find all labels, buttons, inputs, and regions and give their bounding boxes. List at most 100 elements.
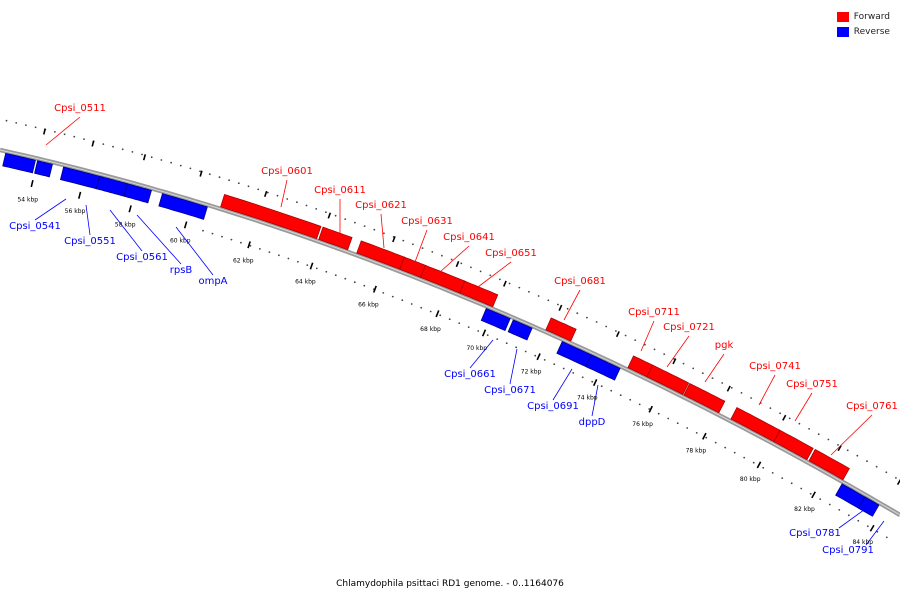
track-dot (325, 211, 327, 214)
gene-label: Cpsi_0651 (485, 248, 537, 259)
label-leader-line (477, 261, 512, 288)
tick-mark (648, 405, 654, 413)
gene-label: Cpsi_0621 (355, 200, 407, 211)
track-dot (287, 257, 290, 260)
track-dot (150, 156, 153, 159)
track-dot (518, 286, 521, 289)
track-dot (278, 254, 280, 257)
track-dot (15, 122, 18, 124)
track-dot (610, 389, 613, 392)
gene-label: Cpsi_0691 (527, 401, 579, 412)
track-dot (477, 330, 480, 332)
track-dot (648, 408, 651, 410)
label-leader-line (175, 226, 214, 276)
track-dot (237, 182, 240, 185)
track-dot (102, 143, 105, 146)
gene-label: Cpsi_0601 (261, 166, 313, 177)
backbone-highlight (0, 149, 900, 516)
track-dot (743, 456, 746, 459)
tick-label: 78 kbp (686, 448, 707, 455)
track-dot (547, 299, 550, 302)
tick-label: 54 kbp (17, 197, 38, 204)
tick-mark-top (558, 304, 563, 311)
track-dot (595, 321, 598, 323)
gene-labels: Cpsi_0511 Cpsi_0541Cpsi_0551Cpsi_0561rpsB… (9, 103, 898, 556)
track-dot (769, 407, 772, 409)
track-dot (230, 238, 233, 241)
track-dot (421, 247, 424, 250)
gene-block (123, 183, 152, 204)
tick-mark-top (837, 445, 842, 452)
label-leader-line (469, 339, 494, 369)
track-dot (25, 124, 27, 126)
label-leader-line (838, 506, 869, 529)
tick-label: 68 kbp (420, 326, 441, 333)
track-dot (354, 221, 356, 224)
track-dot (221, 235, 223, 238)
gene-label: Cpsi_0721 (663, 322, 715, 333)
tick-mark (592, 379, 598, 387)
label-leader-line (414, 229, 428, 263)
track-dot (247, 185, 250, 188)
track-dot (798, 422, 801, 425)
track-dot (402, 239, 405, 242)
track-dot (439, 314, 442, 317)
track-dot (131, 151, 134, 153)
track-dot (790, 482, 793, 485)
track-dot (682, 362, 685, 365)
tick-label: 62 kbp (233, 257, 254, 264)
gene-label: Cpsi_0781 (789, 528, 841, 539)
legend-item-reverse: Reverse (836, 24, 890, 39)
tick-mark (536, 353, 541, 361)
gene-label: ompA (198, 276, 227, 287)
track-dot (566, 307, 569, 310)
track-dot (334, 274, 337, 277)
track-dot (711, 377, 714, 379)
track-dot (779, 412, 781, 415)
tick-mark-top (615, 331, 620, 338)
tick-label: 56 kbp (65, 208, 86, 215)
track-dot (572, 372, 575, 374)
track-dot (895, 477, 897, 479)
track-dot (634, 339, 637, 341)
gene-block (773, 429, 814, 461)
track-dot (34, 126, 37, 129)
track-dot (189, 167, 192, 170)
track-dot (856, 454, 859, 457)
track-dot (211, 232, 214, 235)
tick-mark (372, 285, 377, 293)
gene-label: Cpsi_0561 (116, 252, 168, 263)
track-dot (847, 514, 850, 517)
tick-mark-top (142, 154, 147, 161)
label-leader-line (509, 348, 518, 385)
tick-mark-top (455, 260, 460, 268)
track-dot (373, 228, 376, 231)
track-dot (827, 438, 830, 441)
track-dot (809, 492, 812, 495)
track-dot (866, 460, 868, 463)
track-dot (508, 282, 511, 285)
track-dot (695, 432, 698, 434)
label-leader-line (830, 414, 873, 456)
gene-block (2, 152, 36, 174)
tick-mark-top (264, 190, 268, 198)
track-dot (553, 363, 556, 366)
label-leader-line (109, 209, 143, 252)
track-dot (448, 318, 451, 321)
track-dot (557, 303, 559, 306)
track-dot (363, 225, 366, 228)
label-leader-line (758, 374, 776, 406)
track-dot (305, 204, 308, 207)
gene-block (318, 226, 353, 251)
gene-block (808, 448, 850, 481)
track-dot (249, 244, 252, 247)
tick-label: 64 kbp (295, 279, 316, 286)
tick-mark (128, 205, 132, 213)
track-dot (562, 367, 565, 370)
track-dot (619, 394, 622, 397)
tick-mark-top (327, 212, 332, 219)
track-dot (208, 173, 211, 176)
track-dot (885, 536, 888, 539)
tick-mark-top (726, 385, 731, 392)
label-leader-line (640, 320, 655, 352)
